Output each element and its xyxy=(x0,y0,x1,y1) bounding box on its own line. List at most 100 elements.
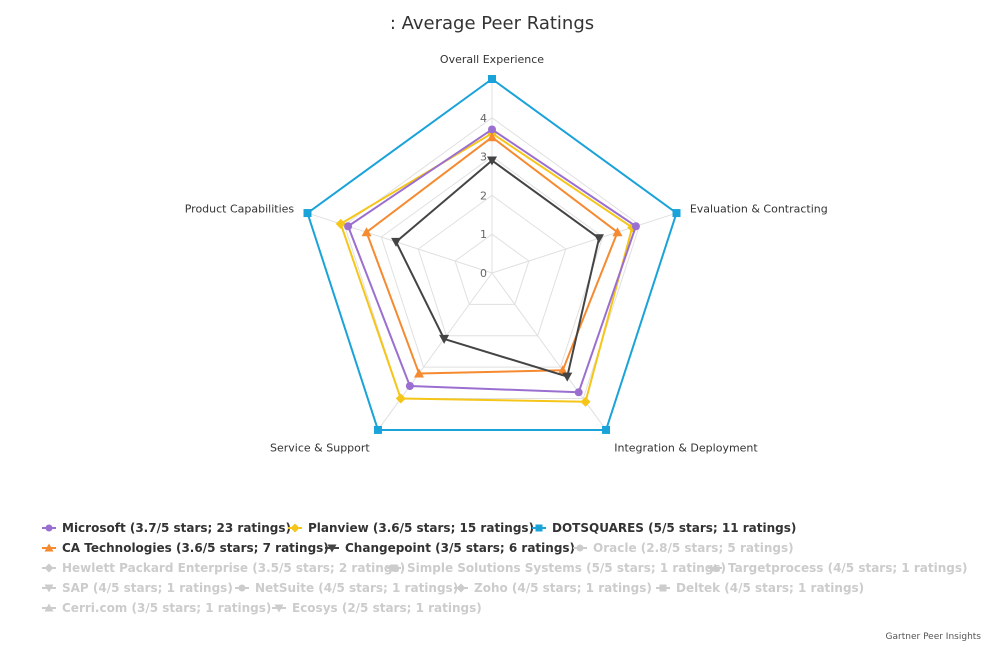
series-line xyxy=(339,132,634,403)
data-point xyxy=(373,425,382,434)
legend-item[interactable]: Ecosys (2/5 stars; 1 ratings) xyxy=(272,601,482,615)
data-point xyxy=(439,334,450,344)
tick-label: 3 xyxy=(480,151,487,164)
grid-spoke xyxy=(491,272,607,431)
axis-label: Service & Support xyxy=(270,441,370,454)
data-point xyxy=(594,234,605,244)
legend-label: Oracle (2.8/5 stars; 5 ratings) xyxy=(593,541,794,555)
data-point xyxy=(395,393,406,404)
radial-tick-labels: 0 1 2 3 4 xyxy=(480,112,487,280)
legend-label: Microsoft (3.7/5 stars; 23 ratings) xyxy=(62,521,291,535)
legend: Microsoft (3.7/5 stars; 23 ratings) Planv… xyxy=(42,521,968,615)
data-point xyxy=(612,227,623,237)
series-line xyxy=(395,159,601,378)
legend-label: Changepoint (3/5 stars; 6 ratings) xyxy=(345,541,575,555)
data-point xyxy=(303,209,312,218)
legend-item[interactable]: Oracle (2.8/5 stars; 5 ratings) xyxy=(573,541,794,555)
tick-label: 1 xyxy=(480,228,487,241)
data-point xyxy=(487,132,497,142)
legend-label: CA Technologies (3.6/5 stars; 7 ratings) xyxy=(62,541,329,555)
data-point xyxy=(488,125,496,134)
legend-symbol xyxy=(659,584,667,592)
legend-label: NetSuite (4/5 stars; 1 ratings) xyxy=(255,581,458,595)
grid-ring xyxy=(380,155,604,368)
data-point xyxy=(557,365,568,375)
data-point xyxy=(580,396,591,407)
legend-item[interactable]: Microsoft (3.7/5 stars; 23 ratings) xyxy=(42,521,291,535)
legend-label: DOTSQUARES (5/5 stars; 11 ratings) xyxy=(552,521,796,535)
chart-title: : Average Peer Ratings xyxy=(390,13,594,34)
data-point xyxy=(488,75,496,83)
legend-item[interactable]: DOTSQUARES (5/5 stars; 11 ratings) xyxy=(532,521,796,535)
data-point xyxy=(344,222,353,231)
axis-label: Overall Experience xyxy=(440,53,544,66)
legend-item[interactable]: Deltek (4/5 stars; 1 ratings) xyxy=(656,581,864,595)
data-point xyxy=(672,209,681,218)
data-point xyxy=(487,156,497,166)
series-1 xyxy=(335,128,638,407)
data-point xyxy=(405,382,414,391)
legend-label: Deltek (4/5 stars; 1 ratings) xyxy=(676,581,864,595)
axis-label: Evaluation & Contracting xyxy=(690,203,828,216)
series-0 xyxy=(344,125,640,397)
grid-spoke xyxy=(377,272,493,431)
legend-item[interactable]: Zoho (4/5 stars; 1 ratings) xyxy=(454,581,652,595)
legend-label: Hewlett Packard Enterprise (3.5/5 stars;… xyxy=(62,561,405,575)
category-axis-labels: Overall Experience Evaluation & Contracti… xyxy=(185,53,828,454)
grid-spoke xyxy=(491,212,677,274)
series-layer xyxy=(303,75,681,434)
legend-label: Zoho (4/5 stars; 1 ratings) xyxy=(474,581,652,595)
legend-label: Planview (3.6/5 stars; 15 ratings) xyxy=(308,521,534,535)
legend-symbol xyxy=(535,524,543,532)
tick-label: 4 xyxy=(480,112,487,125)
legend-symbol xyxy=(327,544,337,553)
legend-symbol xyxy=(44,563,54,573)
data-point xyxy=(602,425,611,434)
legend-label: SAP (4/5 stars; 1 ratings) xyxy=(62,581,233,595)
legend-label: Simple Solutions Systems (5/5 stars; 1 r… xyxy=(407,561,726,575)
series-line xyxy=(306,78,678,431)
grid-spoke xyxy=(307,212,493,274)
legend-symbol xyxy=(44,584,54,593)
legend-symbol xyxy=(456,583,466,593)
legend-label: Targetprocess (4/5 stars; 1 ratings) xyxy=(728,561,968,575)
tick-label: 0 xyxy=(480,267,487,280)
legend-item[interactable]: Simple Solutions Systems (5/5 stars; 1 r… xyxy=(387,561,726,575)
legend-item[interactable]: CA Technologies (3.6/5 stars; 7 ratings) xyxy=(42,541,329,555)
legend-symbol xyxy=(45,524,53,532)
data-point xyxy=(562,372,573,382)
legend-symbol xyxy=(290,523,300,533)
tick-label: 2 xyxy=(480,189,487,202)
legend-symbol xyxy=(710,563,720,572)
grid-ring xyxy=(417,194,567,337)
legend-symbol xyxy=(390,564,398,572)
legend-item[interactable]: Cerri.com (3/5 stars; 1 ratings) xyxy=(42,601,271,615)
legend-item[interactable]: Hewlett Packard Enterprise (3.5/5 stars;… xyxy=(42,561,405,575)
legend-label: Ecosys (2/5 stars; 1 ratings) xyxy=(292,601,482,615)
legend-symbol xyxy=(274,604,284,613)
data-point xyxy=(414,368,425,378)
grid-ring xyxy=(454,233,530,305)
data-point xyxy=(631,222,640,231)
legend-item[interactable]: NetSuite (4/5 stars; 1 ratings) xyxy=(235,581,458,595)
series-line xyxy=(347,128,637,394)
series-line xyxy=(365,136,619,375)
credit-label[interactable]: Gartner Peer Insights xyxy=(886,632,982,642)
legend-symbol xyxy=(238,584,246,592)
legend-item[interactable]: Changepoint (3/5 stars; 6 ratings) xyxy=(325,541,575,555)
data-point xyxy=(361,227,372,237)
legend-label: Cerri.com (3/5 stars; 1 ratings) xyxy=(62,601,271,615)
legend-item[interactable]: Planview (3.6/5 stars; 15 ratings) xyxy=(288,521,534,535)
data-point xyxy=(391,237,402,247)
legend-item[interactable]: Targetprocess (4/5 stars; 1 ratings) xyxy=(708,561,968,575)
axis-label: Product Capabilities xyxy=(185,203,295,216)
legend-symbol xyxy=(44,543,54,552)
legend-symbol xyxy=(44,603,54,612)
series-4 xyxy=(391,156,605,382)
data-point xyxy=(335,218,346,229)
legend-symbol xyxy=(576,544,584,552)
legend-item[interactable]: SAP (4/5 stars; 1 ratings) xyxy=(42,581,233,595)
series-2 xyxy=(303,75,681,434)
axis-label: Integration & Deployment xyxy=(614,441,758,454)
